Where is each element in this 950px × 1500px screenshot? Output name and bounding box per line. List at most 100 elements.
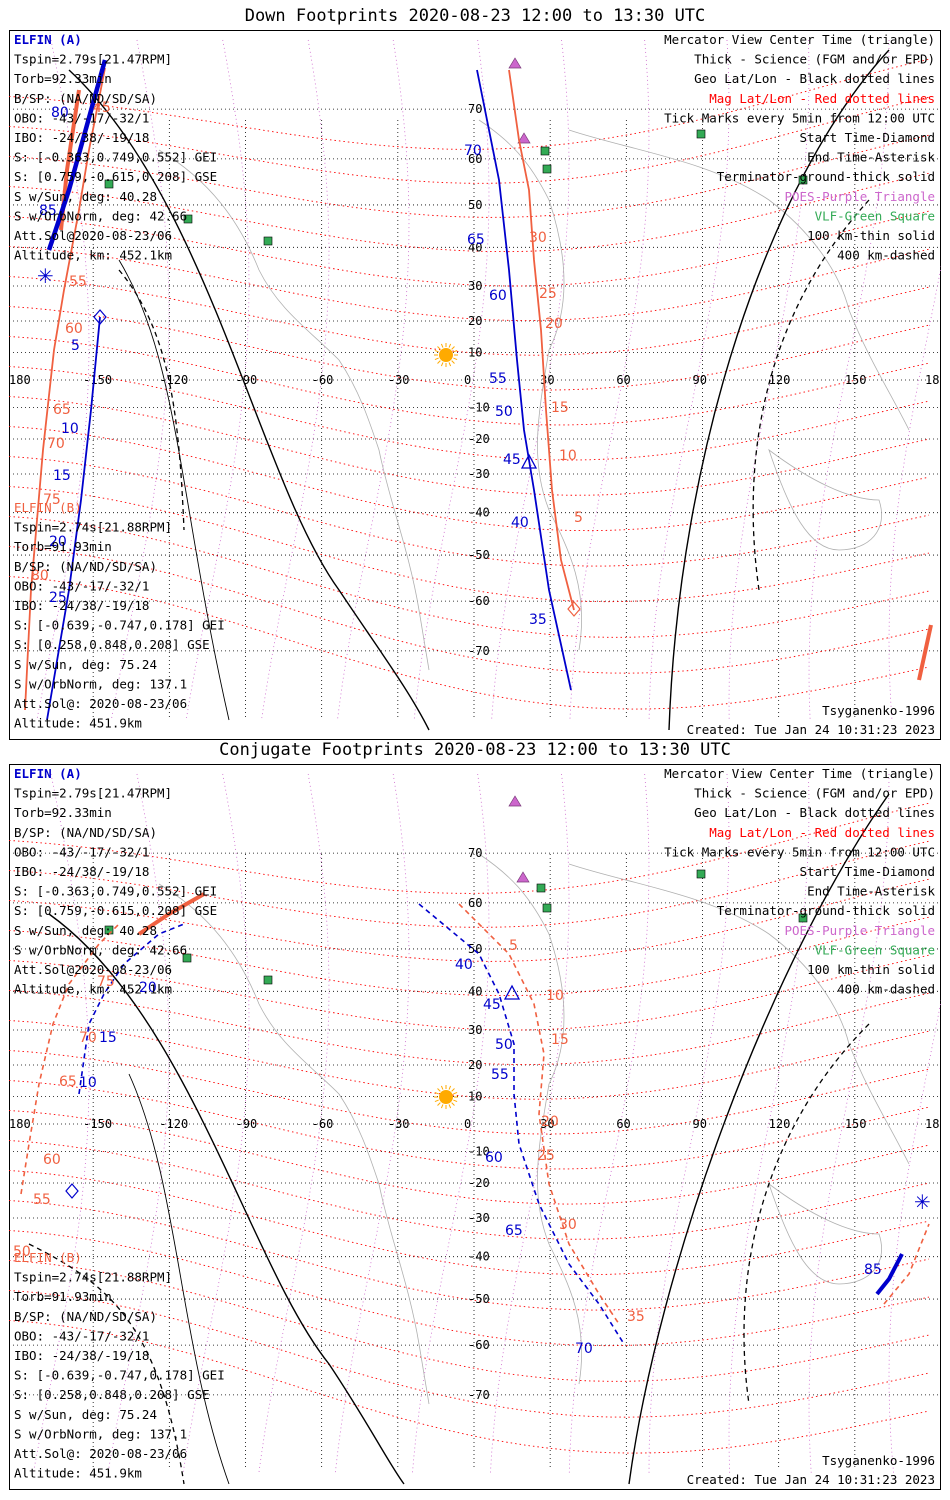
sat-a-tick-label: 80 (51, 105, 69, 121)
sat-b-info-line: Att.Sol@: 2020-08-23/06 (14, 1446, 187, 1461)
mag-meridian (182, 773, 250, 1475)
vlf-square-icon (696, 869, 706, 879)
lon-tick-label: 60 (616, 373, 630, 387)
legend-entry: Terminator-ground-thick solid (717, 169, 935, 184)
legend-entry: 100 km-thin solid (807, 962, 935, 977)
legend-entry: VLF-Green Square (815, 942, 935, 957)
lat-tick-label: 50 (468, 942, 482, 956)
sun-ray (448, 343, 452, 348)
sat-a-track (78, 923, 185, 1095)
vlf-square-icon (182, 953, 192, 963)
sat-a-science-track (46, 59, 108, 251)
sat-b-track (24, 67, 106, 711)
created-timestamp: Created: Tue Jan 24 10:31:23 2023 (687, 1472, 935, 1487)
sat-b-tick-label: 25 (537, 1148, 555, 1164)
sat-a-track (46, 316, 101, 721)
terminator-400km (28, 1243, 185, 1485)
sat-b-tick-label: 25 (539, 286, 557, 302)
sat-b-info-line: IBO: -24/38/-19/18 (14, 598, 149, 613)
sat-b-info-line: S: [-0.639,-0.747,0.178] GEI (14, 1368, 225, 1383)
down-footprints-map: 180-150-120-90-60-3003060901201501807060… (9, 30, 941, 740)
lat-tick-label: 10 (468, 345, 482, 359)
lat-tick-label: -30 (468, 467, 490, 481)
created-timestamp: Created: Tue Jan 24 10:31:23 2023 (687, 722, 935, 737)
sat-a-tick-label: 50 (495, 404, 513, 420)
sat-b-tick-label: 20 (545, 316, 563, 332)
sun-ray (453, 357, 458, 361)
model-label: Tsyganenko-1996 (822, 1453, 935, 1468)
lon-tick-label: -30 (388, 373, 410, 387)
coastline-americas (158, 149, 430, 671)
mag-meridian (489, 773, 570, 1475)
lat-tick-label: -10 (468, 1145, 490, 1159)
sat-a-info-line: S w/OrbNorm, deg: 42.66 (14, 942, 187, 957)
lat-tick-label: -50 (468, 1292, 490, 1306)
coastline-asia (568, 863, 910, 1165)
sat-b-tick-label: 50 (13, 1244, 31, 1260)
mag-meridian (107, 773, 170, 1475)
mag-parallel (9, 336, 930, 426)
mag-parallel (9, 802, 930, 894)
lon-tick-label: 0 (464, 373, 471, 387)
sat-b-info-line: S: [0.258,0.848,0.208] GSE (14, 637, 210, 652)
sat-b-tick-label: 75 (43, 492, 61, 508)
sat-a-info-line: OBO: -43/-17/-32/1 (14, 110, 149, 125)
mag-parallel (9, 1260, 930, 1382)
lat-tick-label: 40 (468, 984, 482, 998)
sun-ray (451, 1088, 455, 1092)
sat-b-science-track (917, 624, 933, 681)
mag-meridian (413, 39, 490, 721)
mag-meridian (568, 773, 650, 1475)
panel-title-down: Down Footprints 2020-08-23 12:00 to 13:3… (244, 6, 706, 26)
lat-tick-label: -70 (468, 644, 490, 658)
sat-b-info-line: S w/Sun, deg: 75.24 (14, 1407, 157, 1422)
mag-parallel (9, 516, 930, 638)
terminator-ground (668, 49, 890, 731)
panel-title-conjugate: Conjugate Footprints 2020-08-23 12:00 to… (219, 740, 731, 760)
lon-tick-label: 180 (925, 1117, 941, 1131)
lon-tick-label: 60 (616, 1117, 630, 1131)
sat-a-tick-label: 55 (489, 371, 507, 387)
lat-tick-label: 30 (468, 279, 482, 293)
vlf-square-icon (798, 913, 808, 923)
vlf-square-icon (798, 175, 808, 185)
sat-b-info-line: Att.Sol@: 2020-08-23/06 (14, 696, 187, 711)
lat-tick-label: -10 (468, 401, 490, 415)
lat-tick-label: 20 (468, 314, 482, 328)
sat-a-info-line: S: [-0.363,0.749,0.552] GEI (14, 884, 217, 899)
sat-a-tick-label: 20 (139, 980, 157, 996)
lon-tick-label: -60 (312, 1117, 334, 1131)
poes-triangle-icon (508, 795, 522, 807)
legend-entry: Tick Marks every 5min from 12:00 UTC (664, 844, 935, 859)
sat-a-tick-label: 65 (467, 232, 485, 248)
mag-meridian (334, 773, 410, 1475)
vlf-square-icon (542, 164, 552, 174)
sun-ray (434, 1099, 439, 1103)
sat-a-tick-label: 85 (39, 203, 57, 219)
sat-b-tick-label: 55 (33, 1192, 51, 1208)
lon-tick-label: -90 (236, 1117, 258, 1131)
mag-meridian (648, 773, 730, 1475)
mag-meridian (808, 773, 890, 1475)
sun-ray (434, 1091, 439, 1095)
sat-b-tick-label: 35 (627, 1309, 645, 1325)
lon-tick-label: 120 (769, 373, 791, 387)
legend-entry: Tick Marks every 5min from 12:00 UTC (664, 110, 935, 125)
lat-tick-label: 40 (468, 240, 482, 254)
lat-tick-label: 70 (468, 846, 482, 860)
sat-a-tick-label: 60 (489, 288, 507, 304)
sat-b-info-line: OBO: -43/-17/-32/1 (14, 578, 149, 593)
lat-tick-label: -20 (468, 432, 490, 446)
sat-a-tick-label: 45 (483, 997, 501, 1013)
sat-b-tick-label: 70 (47, 436, 65, 452)
mag-meridian (728, 773, 810, 1475)
sun-ray (448, 1104, 452, 1109)
lat-tick-label: -30 (468, 1211, 490, 1225)
terminator-ground (68, 69, 430, 731)
center-triangle-icon (520, 453, 538, 469)
sat-a-tick-label: 70 (464, 143, 482, 159)
sat-b-tick-label: 5 (574, 510, 583, 526)
legend-entry: Thick - Science (FGM and/or EPD) (694, 52, 935, 67)
sat-b-tick-label: 75 (97, 974, 115, 990)
sat-a-name: ELFIN (A) (14, 32, 82, 47)
